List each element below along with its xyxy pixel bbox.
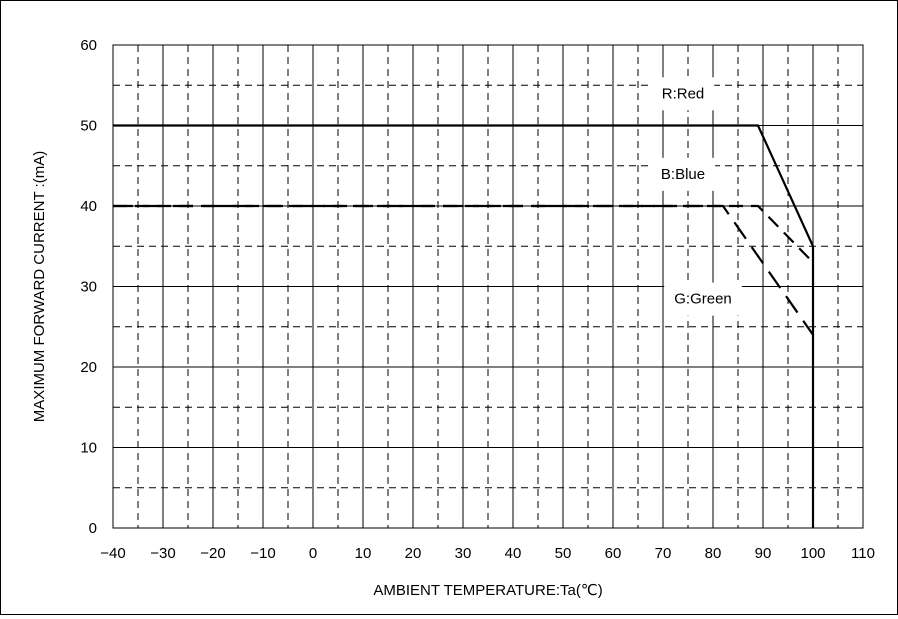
x-tick-label: 10 <box>355 545 372 562</box>
series-annotation: G:Green <box>664 282 742 316</box>
x-tick-label: 80 <box>705 545 722 562</box>
annotation-label: B:Blue <box>661 166 705 183</box>
x-tick-labels: −40 −30 −20 −10 0 10 20 30 40 50 60 70 80 90 100 110 <box>100 545 875 562</box>
x-tick-label: 0 <box>309 545 317 562</box>
x-tick-label: −40 <box>100 545 125 562</box>
series-line-1 <box>113 124 815 528</box>
series-line-3 <box>113 204 814 336</box>
y-tick-label: 10 <box>80 440 97 457</box>
x-tick-label: 20 <box>405 545 422 562</box>
y-tick-label: 30 <box>80 279 97 296</box>
x-tick-label: 60 <box>605 545 622 562</box>
series-line-2 <box>113 204 814 264</box>
y-tick-label: 40 <box>80 198 97 215</box>
y-tick-labels: 0 10 20 30 40 50 60 <box>80 37 97 537</box>
series-layer <box>113 124 815 528</box>
x-tick-label: 50 <box>555 545 572 562</box>
y-tick-label: 0 <box>89 520 97 537</box>
annotation-background <box>664 282 742 316</box>
x-tick-label: −10 <box>250 545 275 562</box>
x-tick-label: −20 <box>200 545 225 562</box>
series-annotation: R:Red <box>651 77 715 111</box>
annotation-background <box>651 77 715 111</box>
annotation-background <box>650 157 716 191</box>
y-tick-label: 20 <box>80 359 97 376</box>
x-tick-label: 100 <box>800 545 825 562</box>
plot-area <box>112 44 864 529</box>
x-tick-label: 70 <box>655 545 672 562</box>
annotation-label: R:Red <box>662 85 705 102</box>
x-tick-label: 110 <box>851 545 875 562</box>
series-annotation: B:Blue <box>650 157 716 191</box>
x-axis-title: AMBIENT TEMPERATURE:Ta(℃) <box>373 582 602 599</box>
y-tick-label: 50 <box>80 118 97 135</box>
x-tick-label: −30 <box>150 545 175 562</box>
x-tick-label: 90 <box>755 545 772 562</box>
x-tick-label: 30 <box>455 545 472 562</box>
annotation-layer: R:Red B:Blue G:Green <box>650 77 742 316</box>
x-tick-label: 40 <box>505 545 522 562</box>
annotation-label: G:Green <box>674 291 732 308</box>
y-axis-title: MAXIMUM FORWARD CURRENT :(mA) <box>31 151 48 422</box>
y-tick-label: 60 <box>80 37 97 54</box>
